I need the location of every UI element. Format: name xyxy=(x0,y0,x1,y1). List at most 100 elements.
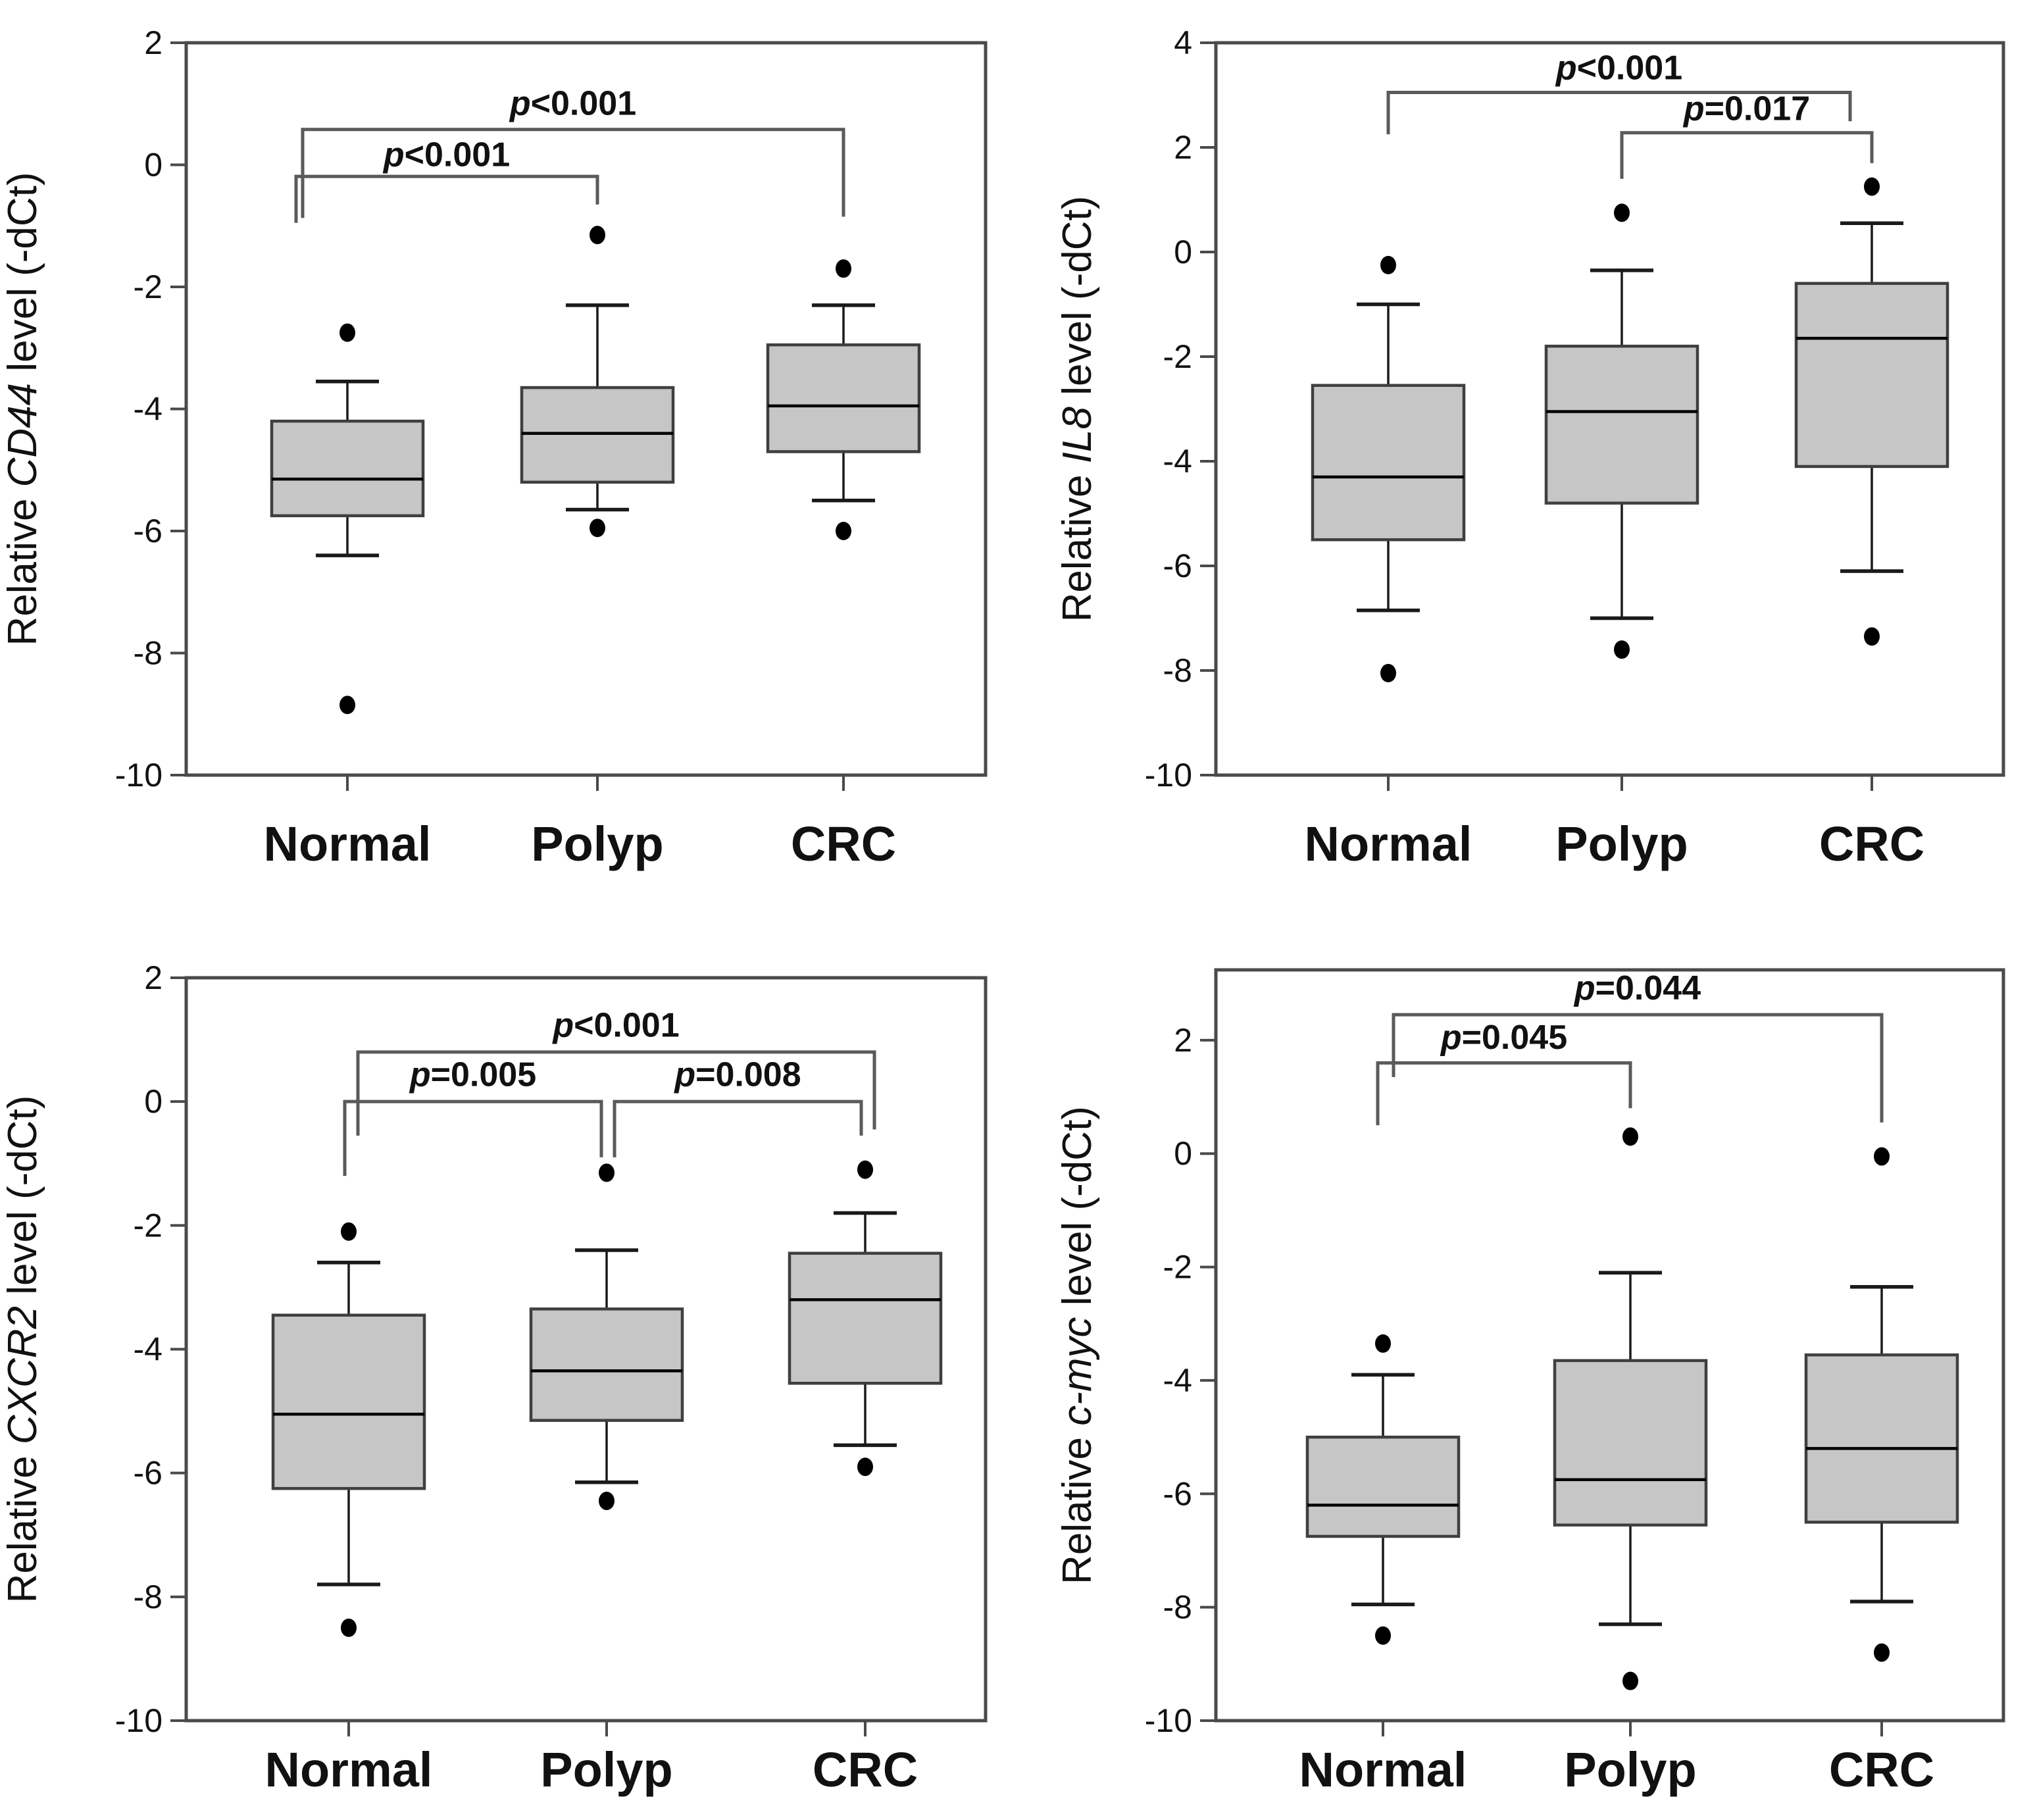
y-tick-label: -8 xyxy=(134,1579,163,1615)
boxplot-crc xyxy=(788,1160,943,1477)
iqr-box xyxy=(271,1313,426,1490)
outlier-dot xyxy=(1375,1334,1391,1353)
y-tick-label: -6 xyxy=(134,1455,163,1492)
y-tick-label: -8 xyxy=(1163,1589,1192,1626)
y-tick-label: -10 xyxy=(1145,757,1192,794)
outlier-dot xyxy=(1622,1671,1638,1690)
iqr-box xyxy=(1794,282,1949,468)
p-value-label: p=0.008 xyxy=(673,1056,801,1094)
y-tick-label: 2 xyxy=(144,24,163,61)
y-tick-label: -6 xyxy=(1163,547,1192,584)
boxplot-normal xyxy=(1305,1334,1461,1645)
significance-bracket xyxy=(294,174,599,223)
category-label: Polyp xyxy=(1555,817,1688,871)
y-tick-label: -10 xyxy=(115,757,163,794)
y-axis-label: Relative CD44 level (-dCt) xyxy=(0,172,45,645)
significance-bracket xyxy=(1392,1013,1884,1123)
iqr-box xyxy=(270,419,425,518)
iqr-box xyxy=(766,343,921,453)
y-tick-label: -8 xyxy=(1163,652,1192,689)
boxplot-polyp xyxy=(1544,203,1699,659)
outlier-dot xyxy=(341,1618,357,1637)
outlier-dot xyxy=(857,1457,873,1477)
boxplot-polyp xyxy=(1553,1127,1708,1690)
panel-cd44: 2 0 -2 -4 -6 -8 -10 Normal Polyp CRC Relative CD44… xyxy=(0,24,988,871)
boxplot-normal xyxy=(270,323,425,715)
outlier-dot xyxy=(836,259,851,278)
significance-bracket xyxy=(1386,91,1852,135)
y-axis-label: Relative c-myc level (-dCt) xyxy=(1055,1106,1100,1584)
outlier-dot xyxy=(1874,1643,1890,1662)
outlier-dot xyxy=(1622,1127,1638,1146)
boxplot-polyp xyxy=(529,1163,684,1511)
iqr-box xyxy=(1311,384,1466,542)
y-tick-label: 0 xyxy=(1174,1135,1192,1172)
y-tick-label: -8 xyxy=(134,635,163,672)
outlier-dot xyxy=(1614,640,1630,659)
outlier-dot xyxy=(857,1160,873,1179)
plot-frame xyxy=(1214,968,2005,1723)
boxplot-crc xyxy=(1794,177,1949,646)
y-tick-label: 0 xyxy=(1174,234,1192,270)
panel-il8: 4 2 0 -2 -4 -6 -8 -10 Normal Polyp CRC Relative IL8… xyxy=(1055,24,2005,871)
iqr-box xyxy=(788,1251,943,1385)
significance-bracket xyxy=(301,128,845,218)
outlier-dot xyxy=(1380,255,1396,274)
boxplot-normal xyxy=(1311,255,1466,682)
category-label: Polyp xyxy=(531,817,663,871)
category-label: Normal xyxy=(265,1742,433,1797)
outlier-dot xyxy=(599,1163,615,1182)
outlier-dot xyxy=(1380,663,1396,682)
outlier-dot xyxy=(599,1492,615,1511)
y-tick-label: -4 xyxy=(1163,1362,1192,1399)
panel-cxcr2: 2 0 -2 -4 -6 -8 -10 Normal Polyp CRC Relative CXCR… xyxy=(0,959,988,1797)
y-tick-label: -2 xyxy=(1163,338,1192,375)
category-label: Normal xyxy=(1299,1742,1467,1797)
category-label: Polyp xyxy=(1564,1742,1696,1797)
outlier-dot xyxy=(590,226,605,245)
iqr-box xyxy=(1544,344,1699,505)
significance-bracket xyxy=(613,1100,863,1157)
y-tick-label: -2 xyxy=(134,1207,163,1244)
outlier-dot xyxy=(1614,203,1630,222)
boxplot-crc xyxy=(766,259,921,540)
y-tick-label: -10 xyxy=(115,1702,163,1739)
outlier-dot xyxy=(341,1222,357,1241)
y-tick-label: 2 xyxy=(144,959,163,996)
outlier-dot xyxy=(1375,1626,1391,1645)
iqr-box xyxy=(1804,1353,1959,1524)
iqr-box xyxy=(1553,1359,1708,1527)
p-value-label: p=0.017 xyxy=(1682,90,1810,128)
outlier-dot xyxy=(836,522,851,540)
p-value-label: p<0.001 xyxy=(509,84,636,122)
y-tick-label: -2 xyxy=(134,268,163,305)
p-value-label: p<0.001 xyxy=(1555,49,1682,88)
outlier-dot xyxy=(1874,1147,1890,1166)
category-label: CRC xyxy=(813,1742,918,1797)
y-tick-label: -4 xyxy=(1163,443,1192,480)
iqr-box xyxy=(529,1307,684,1422)
y-tick-label: 0 xyxy=(144,1083,163,1120)
significance-bracket xyxy=(1620,131,1874,179)
category-label: Polyp xyxy=(540,1742,672,1797)
category-label: CRC xyxy=(1819,817,1924,871)
y-tick-label: -4 xyxy=(134,1331,163,1368)
y-tick-label: -2 xyxy=(1163,1249,1192,1286)
category-label: Normal xyxy=(264,817,432,871)
outlier-dot xyxy=(339,323,355,342)
p-value-label: p<0.001 xyxy=(551,1006,679,1044)
outlier-dot xyxy=(1864,177,1880,196)
p-value-label: p=0.005 xyxy=(409,1056,536,1094)
y-tick-label: 0 xyxy=(144,147,163,184)
iqr-box xyxy=(520,386,675,484)
y-tick-label: -6 xyxy=(1163,1475,1192,1512)
iqr-box xyxy=(1305,1435,1461,1538)
significance-bracket xyxy=(343,1100,603,1176)
plot-frame xyxy=(1214,41,2005,777)
category-label: CRC xyxy=(1829,1742,1934,1797)
boxplot-crc xyxy=(1804,1147,1959,1662)
y-tick-label: 2 xyxy=(1174,1022,1192,1059)
p-value-label: p=0.044 xyxy=(1573,969,1701,1007)
